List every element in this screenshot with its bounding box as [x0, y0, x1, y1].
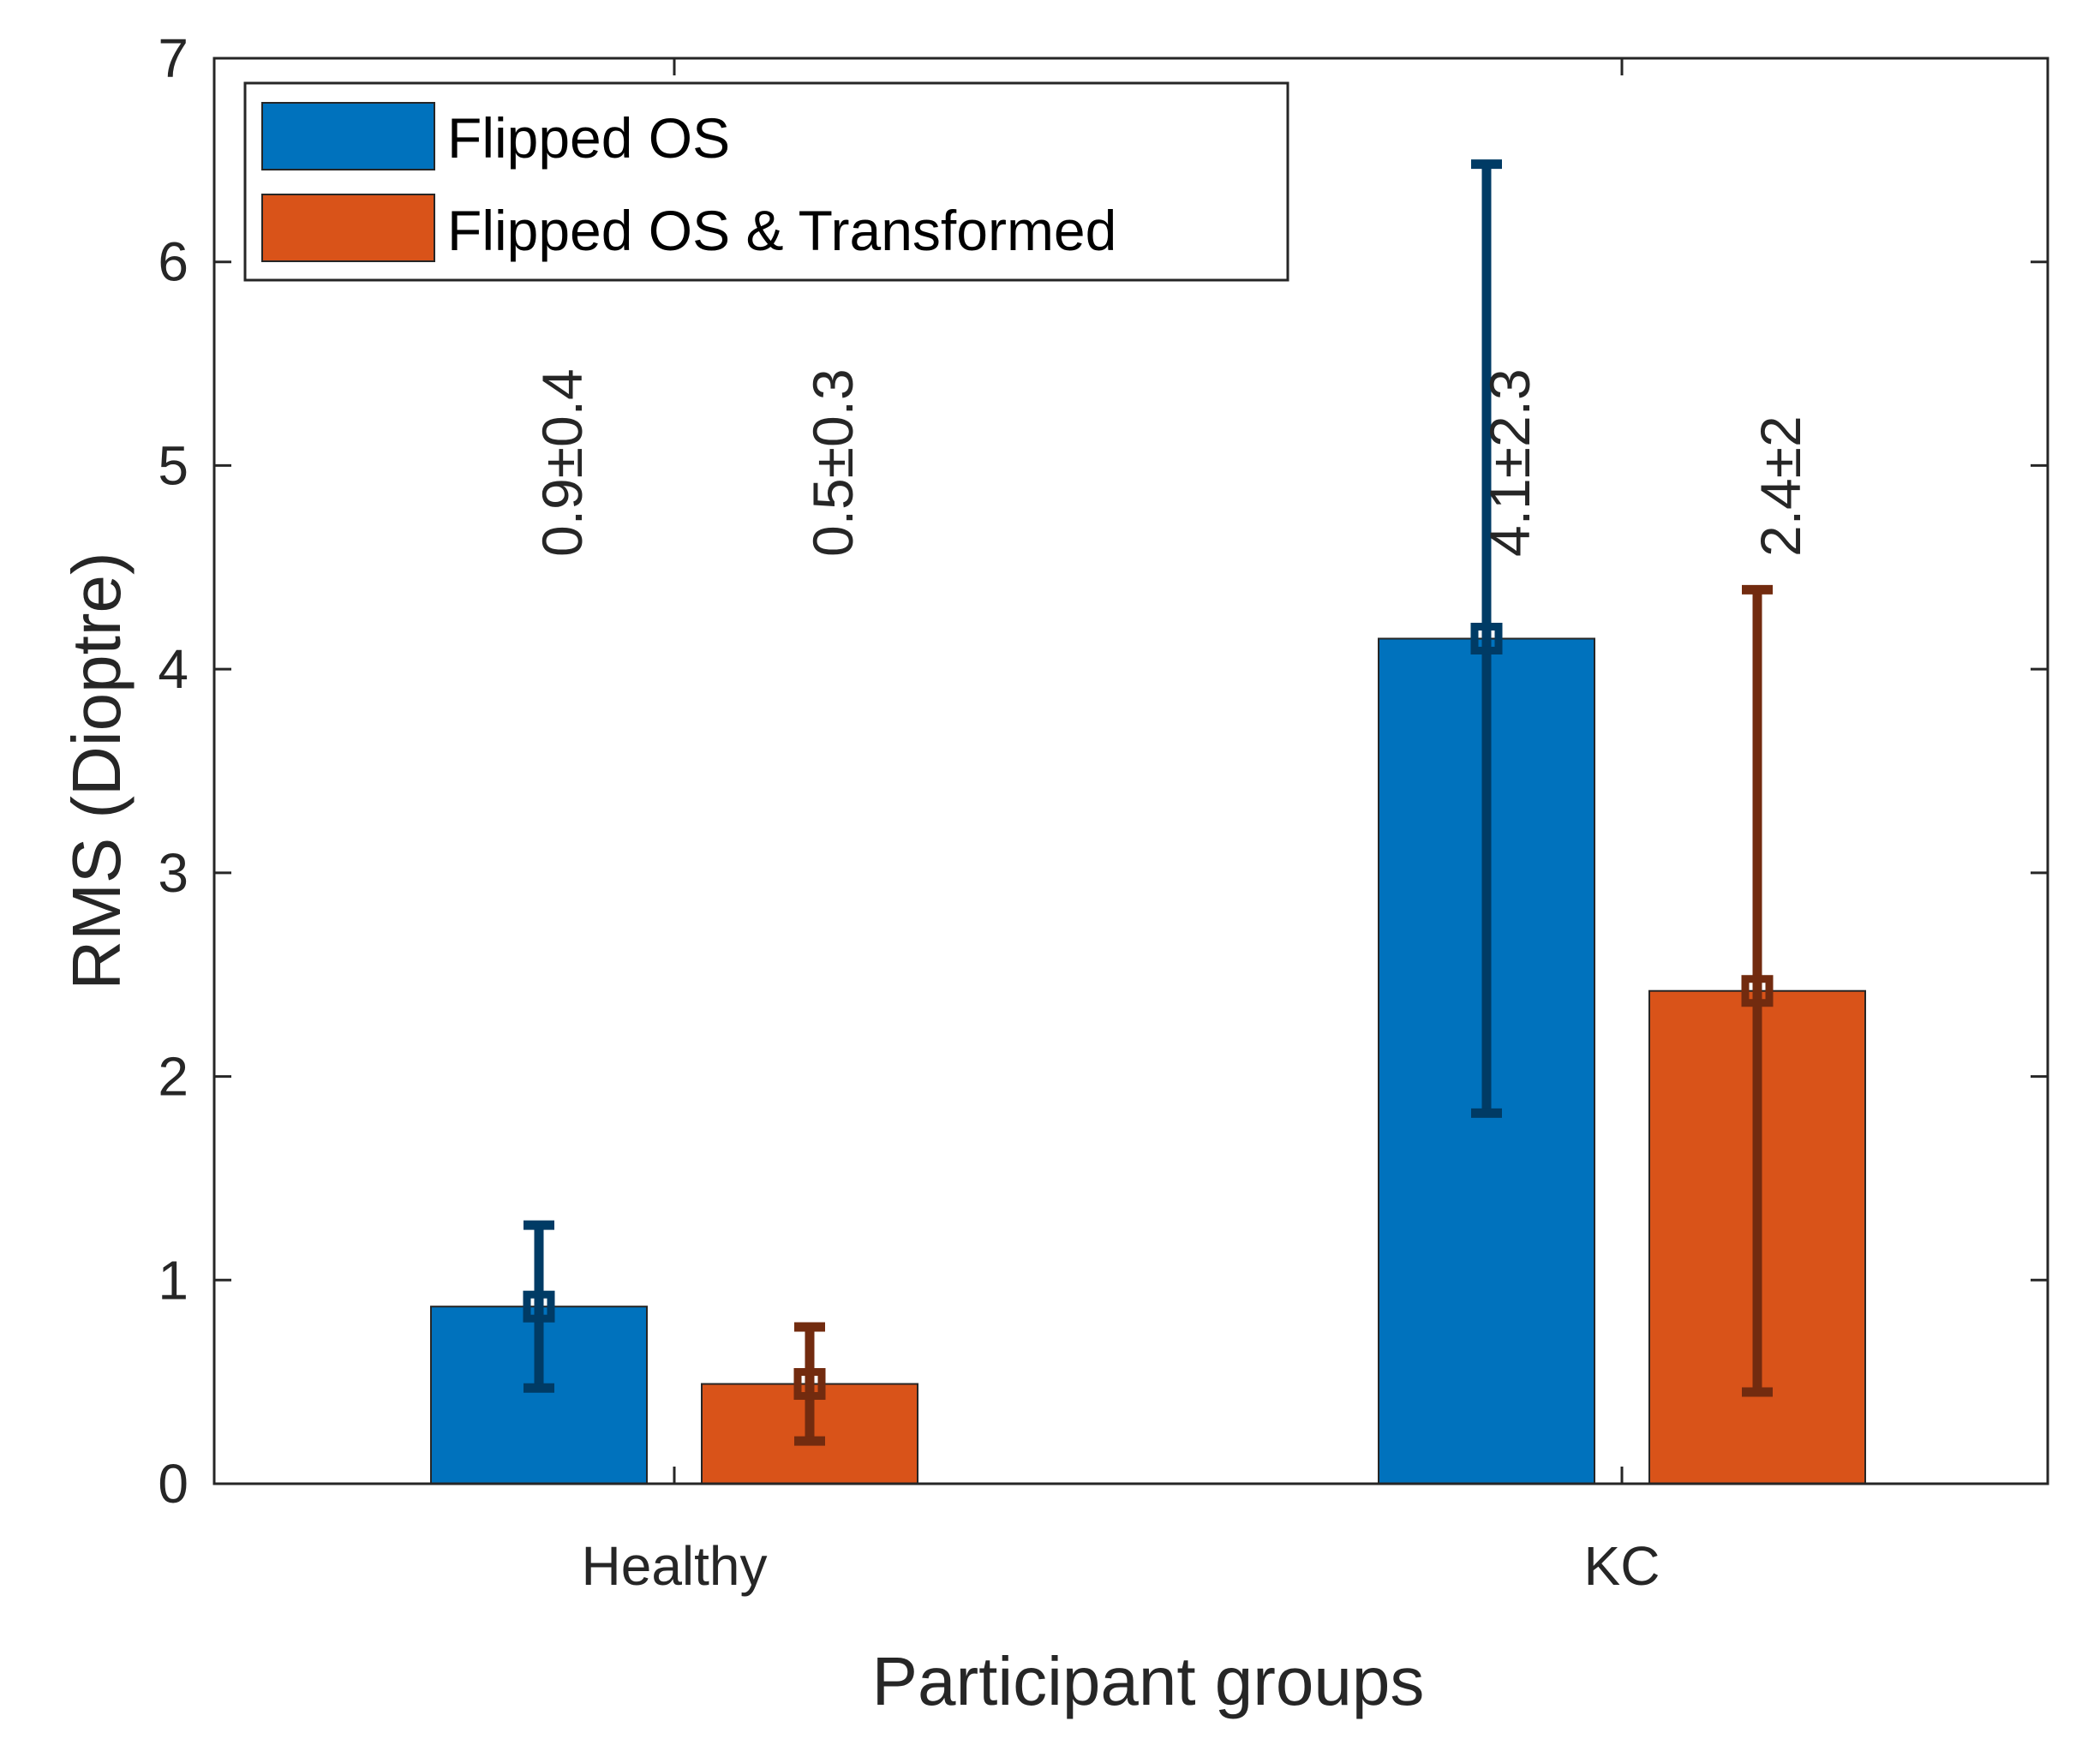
- legend-swatch-flipped-os: [261, 102, 435, 170]
- data-label-kc-series-1: 2.4±2: [1749, 415, 1812, 557]
- mean-marker-healthy-series-0: [523, 1290, 555, 1323]
- data-label-kc-series-0: 4.1±2.3: [1478, 368, 1541, 557]
- legend-swatch-flipped-os-transformed: [261, 194, 435, 262]
- error-bars-group: [523, 159, 1774, 1446]
- legend: Flipped OS Flipped OS & Transformed: [243, 81, 1289, 282]
- mean-marker-kc-series-0: [1470, 622, 1503, 654]
- legend-label-flipped-os-transformed: Flipped OS & Transformed: [447, 199, 1116, 262]
- y-tick-label-4: 4: [158, 638, 188, 700]
- y-tick-label-3: 3: [158, 842, 188, 904]
- x-tick-label-kc: KC: [1584, 1535, 1660, 1597]
- y-axis-title: RMS (Dioptre): [58, 552, 135, 989]
- y-tick-label-6: 6: [158, 231, 188, 293]
- y-tick-label-5: 5: [158, 434, 188, 496]
- data-label-healthy-series-0: 0.9±0.4: [530, 368, 594, 557]
- data-label-healthy-series-1: 0.5±0.3: [801, 368, 865, 557]
- y-tick-label-0: 0: [158, 1453, 188, 1515]
- legend-label-flipped-os: Flipped OS: [447, 106, 730, 170]
- plot-frame: [212, 57, 2049, 1485]
- mean-marker-kc-series-1: [1741, 975, 1774, 1007]
- mean-marker-healthy-series-1: [793, 1368, 826, 1401]
- y-tick-label-1: 1: [158, 1249, 188, 1311]
- y-tick-label-7: 7: [158, 27, 188, 89]
- y-tick-label-2: 2: [158, 1046, 188, 1108]
- data-labels-group: 0.9±0.4 4.1±2.3 0.5±0.3 2.4±2: [530, 368, 1812, 557]
- x-tick-label-healthy: Healthy: [582, 1535, 768, 1597]
- x-axis-title: Participant groups: [872, 1643, 1425, 1719]
- y-axis: 0 1 2 3 4 5 6 7: [158, 27, 2048, 1515]
- x-axis: Healthy KC: [582, 58, 1660, 1597]
